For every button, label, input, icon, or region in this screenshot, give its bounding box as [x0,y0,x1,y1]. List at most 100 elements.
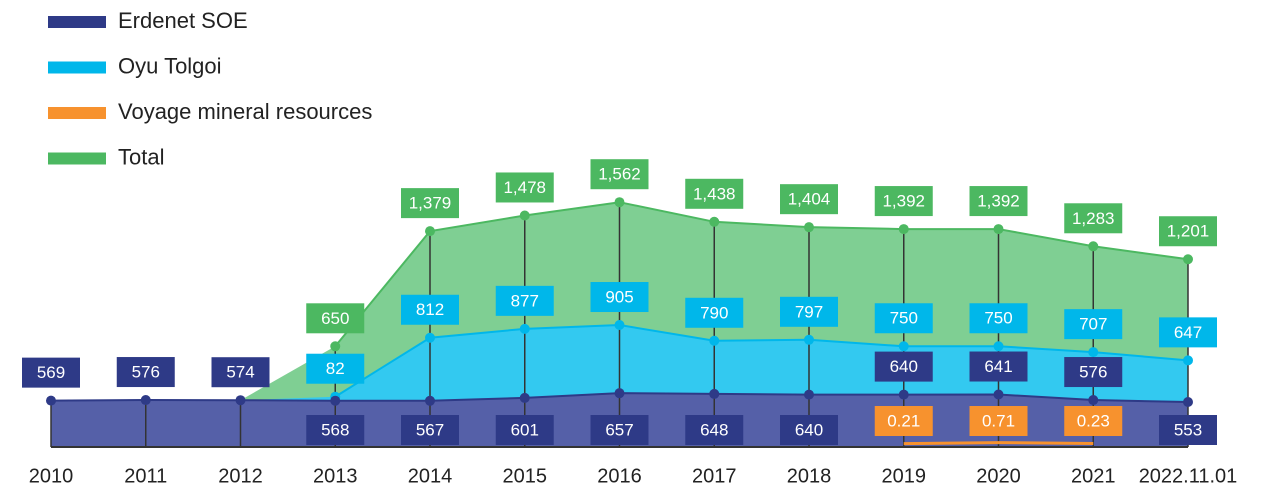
data-point [519,323,530,334]
data-label: 1,478 [503,178,546,197]
data-label: 567 [416,420,444,439]
data-label: 1,392 [882,192,925,211]
x-tick-label: 2018 [787,465,832,487]
x-tick-label: 2014 [408,465,453,487]
data-label-box [969,351,1028,382]
data-label: 601 [511,420,539,439]
data-label-box [306,353,365,384]
data-point [614,197,625,208]
data-label-box [1064,357,1123,388]
data-point [709,335,720,346]
data-label: 1,201 [1167,222,1210,241]
data-label: 640 [795,420,823,439]
data-point [1183,355,1193,366]
series-line [334,201,1189,347]
data-label: 1,438 [693,184,736,203]
x-tick-label: 2012 [218,465,263,487]
data-label: 0.23 [1077,411,1110,430]
legend-label: Erdenet SOE [118,8,248,33]
data-label: 576 [1079,363,1107,382]
x-tick-label: 2019 [882,465,927,487]
data-label-box [495,285,554,316]
data-label-box [969,186,1028,217]
data-label: 790 [700,303,728,322]
data-label-box [1159,317,1217,348]
data-label-box [874,186,933,217]
data-label: 750 [890,309,918,328]
data-label-box [211,357,270,388]
data-point [898,341,909,352]
data-label-box [780,296,838,327]
data-label: 576 [132,363,160,382]
legend-swatch [48,107,106,119]
series-line [334,324,1189,398]
data-label-box [685,297,744,328]
x-tick-label: 2021 [1071,465,1116,487]
data-point [235,395,246,406]
legend-swatch [48,152,106,165]
data-label-box [874,351,933,382]
data-label-box [685,178,744,209]
x-tick-label: 2017 [692,465,737,487]
data-label: 650 [321,309,349,328]
data-label-box [969,406,1028,436]
data-label-box [401,188,459,219]
data-label: 1,379 [409,194,452,213]
data-point [425,395,435,406]
legend-swatch [48,16,106,28]
data-label: 641 [984,357,1012,376]
data-label-box [116,357,175,388]
data-label-box [22,357,80,388]
data-label-box [780,415,838,445]
legend-label: Total [118,144,164,169]
data-point [709,216,720,227]
data-label-box [306,415,365,445]
data-label: 647 [1174,323,1202,342]
data-label: 1,283 [1072,209,1115,228]
data-point [804,389,814,400]
legend-label: Oyu Tolgoi [118,53,222,78]
data-label-box [780,184,838,215]
data-label-box [874,303,933,334]
data-label: 797 [795,302,823,321]
data-label-box [1064,309,1123,340]
data-label: 0.21 [887,411,920,430]
series-line [903,441,1094,446]
data-label: 0.71 [982,411,1015,430]
data-point [804,334,814,345]
data-point [1088,347,1099,358]
data-point [993,389,1004,400]
data-label-box [401,415,459,445]
x-tick-label: 2010 [29,465,74,487]
x-tick-label: 2022.11.01 [1139,465,1238,487]
data-point [330,395,341,406]
data-point [993,341,1004,352]
data-label-box [590,415,649,445]
data-label: 640 [890,357,918,376]
x-tick-label: 2020 [976,465,1021,487]
data-label-box [401,294,459,325]
data-label: 812 [416,300,444,319]
data-label-box [685,415,744,445]
data-label: 707 [1079,315,1107,334]
data-label-box [590,282,649,313]
data-point [1088,395,1099,406]
data-label: 569 [37,363,65,382]
data-label: 82 [326,359,345,378]
data-point [614,320,625,331]
data-point [1183,254,1193,265]
data-label: 1,392 [977,192,1020,211]
data-point [898,224,909,235]
data-label-box [874,406,933,436]
data-label: 877 [511,291,539,310]
x-tick-label: 2015 [503,465,548,487]
data-label: 648 [700,420,728,439]
data-point [46,395,56,406]
data-point [614,388,625,399]
data-point [519,392,530,403]
data-label: 905 [605,287,633,306]
data-point [1183,396,1193,407]
data-label: 1,404 [788,190,831,209]
data-label-box [495,172,554,203]
